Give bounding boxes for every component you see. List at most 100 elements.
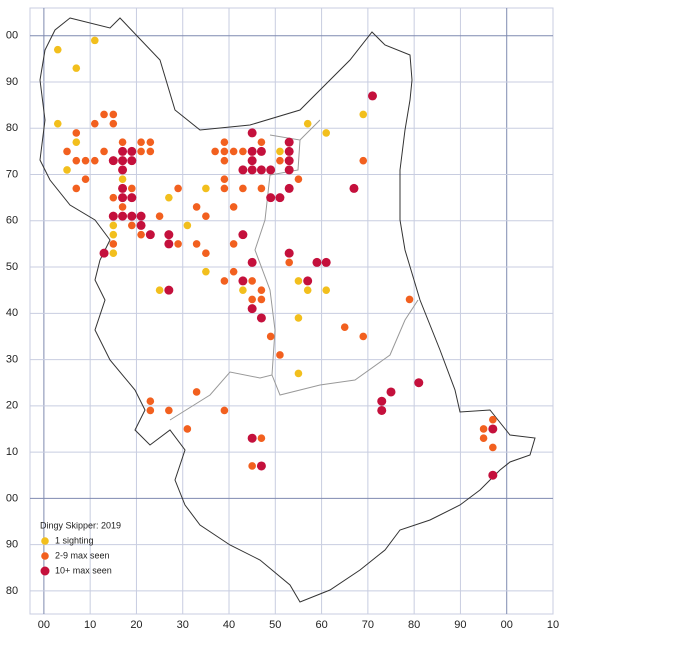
y-tick-label: 30 — [6, 353, 18, 365]
record-dot — [90, 119, 99, 128]
record-dot — [294, 314, 303, 322]
record-dot — [128, 184, 136, 193]
record-dot — [359, 110, 368, 119]
record-dot — [229, 240, 238, 248]
record-dot — [220, 138, 229, 146]
record-dot — [284, 183, 294, 193]
record-dot — [321, 257, 331, 267]
y-tick-label: 80 — [6, 585, 18, 597]
record-dot — [109, 240, 118, 248]
record-dot — [127, 156, 137, 166]
record-dot — [109, 110, 118, 119]
record-dot — [137, 147, 145, 156]
record-dot — [405, 295, 414, 304]
record-dot — [220, 175, 229, 183]
record-dot — [137, 230, 145, 239]
record-dot — [256, 165, 266, 175]
record-dot — [202, 184, 210, 193]
record-dot — [118, 175, 127, 183]
x-tick-label: 00 — [38, 619, 50, 631]
record-dot — [146, 138, 155, 146]
record-dot — [377, 396, 387, 406]
record-dot — [174, 184, 182, 193]
record-dot — [239, 184, 247, 193]
record-dot — [63, 166, 71, 174]
record-dot — [202, 249, 210, 257]
x-tick-label: 30 — [177, 619, 189, 631]
record-dot — [257, 434, 266, 443]
record-dot — [81, 156, 90, 165]
record-dot — [239, 147, 247, 156]
record-dot — [276, 351, 284, 359]
record-dot — [118, 193, 128, 203]
record-dot — [303, 119, 312, 128]
record-dot — [202, 212, 210, 220]
record-dot — [248, 295, 256, 304]
county-outline — [39, 17, 536, 603]
record-dot — [284, 248, 294, 258]
record-dot — [164, 230, 174, 240]
record-dot — [137, 138, 145, 146]
y-tick-label: 80 — [6, 122, 18, 134]
record-dot — [247, 257, 257, 267]
record-dot — [284, 146, 294, 156]
record-dot — [349, 183, 359, 193]
record-dot — [257, 138, 266, 146]
record-dot — [239, 286, 247, 294]
record-dot — [118, 146, 128, 156]
record-dot — [128, 221, 136, 230]
record-dot — [276, 147, 284, 156]
legend-title: Dingy Skipper: 2019 — [40, 520, 121, 530]
x-tick-label: 40 — [223, 619, 235, 631]
record-dot — [220, 406, 229, 415]
record-dot — [247, 433, 257, 443]
record-dot — [247, 304, 257, 314]
record-dot — [247, 156, 257, 166]
record-dot — [155, 212, 164, 220]
record-dot — [220, 147, 229, 156]
record-dot — [127, 146, 137, 156]
record-dot — [257, 184, 266, 193]
record-dot — [257, 286, 266, 294]
record-dot — [118, 156, 128, 166]
legend-swatch — [41, 537, 49, 545]
legend: Dingy Skipper: 2019 1 sighting 2-9 max se… — [40, 520, 121, 576]
record-dot — [108, 211, 118, 221]
x-tick-label: 00 — [501, 619, 513, 631]
y-tick-label: 70 — [6, 168, 18, 180]
record-dot — [294, 175, 303, 183]
record-dot — [220, 156, 229, 165]
record-dot — [340, 323, 349, 331]
record-dot — [294, 277, 303, 285]
record-dot — [303, 276, 313, 286]
record-dot — [146, 406, 155, 415]
record-dot — [192, 240, 201, 248]
record-dot — [165, 193, 173, 202]
record-dot — [479, 425, 488, 433]
record-dot — [489, 415, 497, 424]
legend-label: 2-9 max seen — [55, 550, 110, 560]
record-dot — [479, 434, 488, 443]
record-dot — [164, 285, 174, 295]
record-dot — [146, 147, 155, 156]
record-dot — [284, 137, 294, 147]
record-dot — [220, 277, 229, 285]
record-dot — [164, 239, 174, 249]
legend-swatch — [41, 552, 49, 560]
record-dot — [312, 257, 322, 267]
record-dot — [256, 313, 266, 323]
record-dot — [136, 211, 146, 221]
record-dot — [100, 110, 108, 119]
y-tick-label: 20 — [6, 400, 18, 412]
record-dot — [90, 36, 99, 45]
record-dot — [109, 221, 118, 230]
record-dot — [414, 378, 424, 388]
x-tick-label: 50 — [269, 619, 281, 631]
record-dot — [275, 193, 285, 203]
y-tick-label: 60 — [6, 215, 18, 227]
record-dot — [248, 462, 256, 470]
record-dot — [63, 147, 71, 156]
record-dot — [256, 461, 266, 471]
record-dot — [81, 175, 90, 183]
record-dot — [174, 240, 182, 248]
